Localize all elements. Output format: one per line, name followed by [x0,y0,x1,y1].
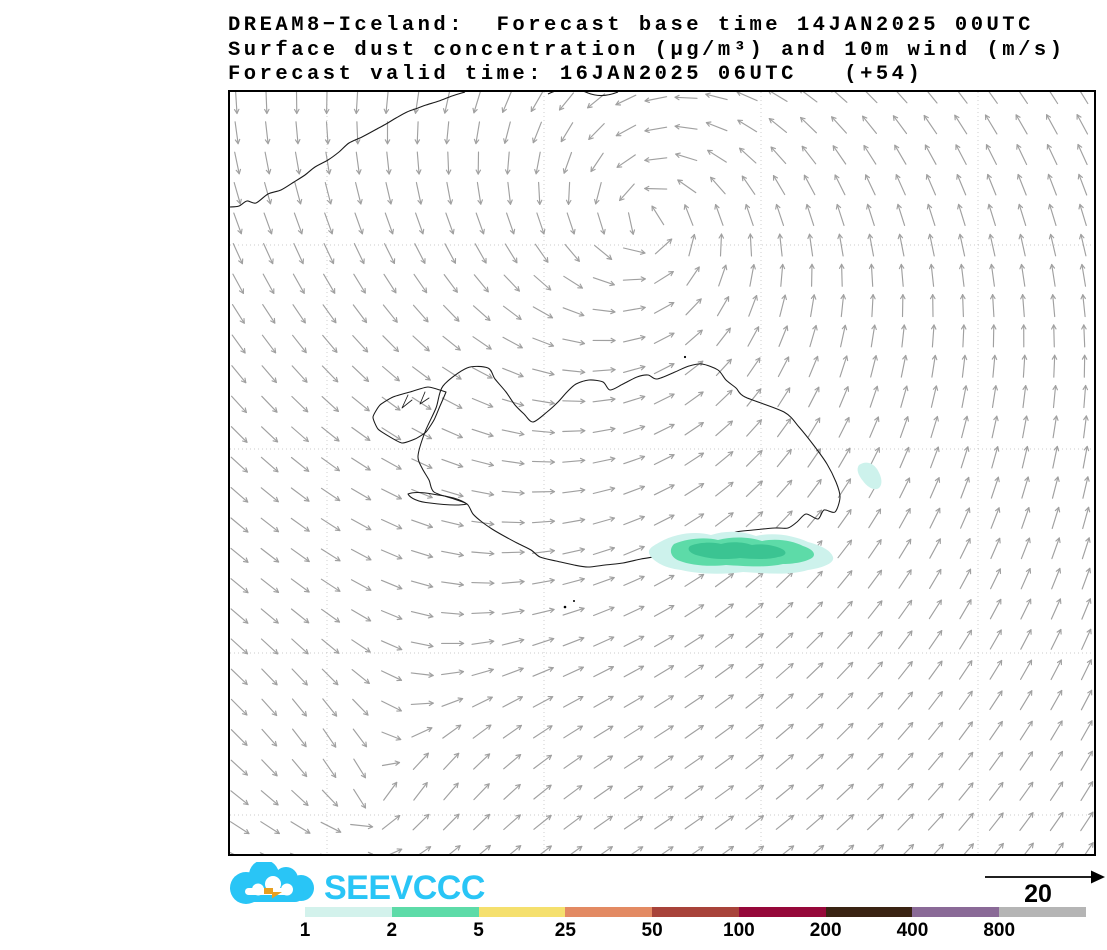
svg-text:20: 20 [1024,880,1052,907]
svg-text:SEEVCCC: SEEVCCC [324,869,485,907]
